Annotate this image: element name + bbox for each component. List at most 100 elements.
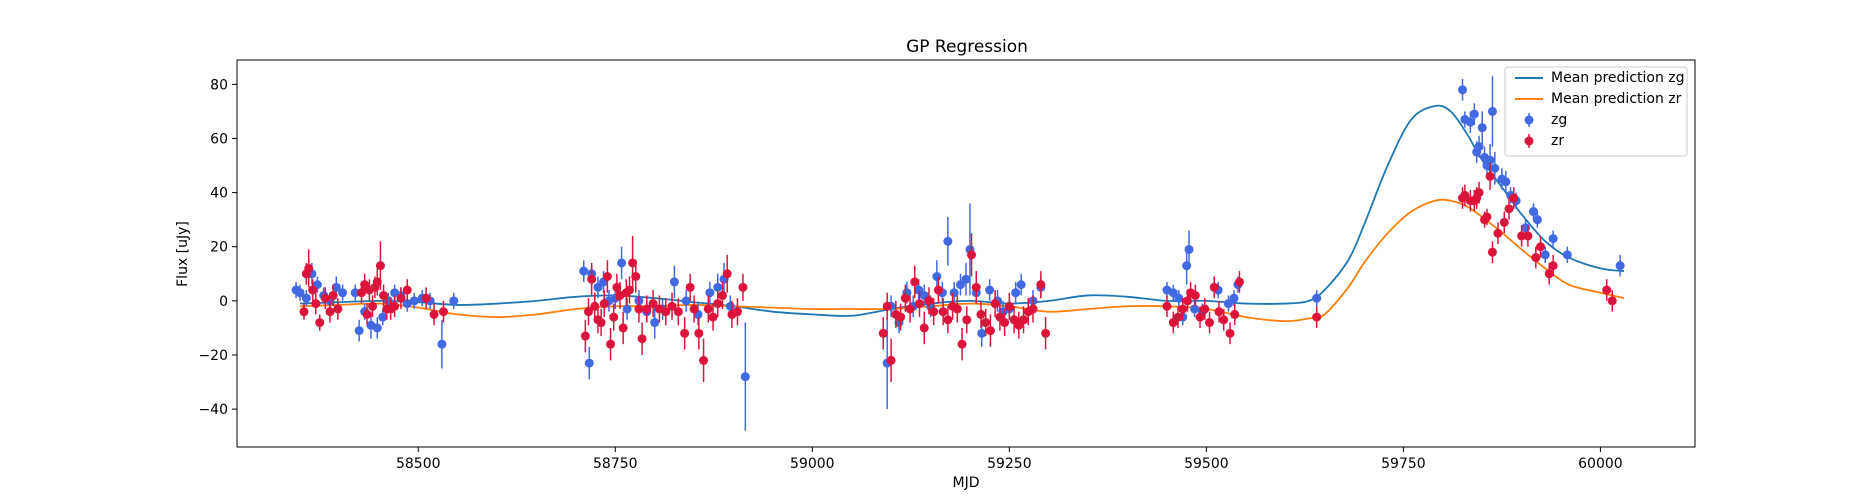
zr-data-point <box>379 290 389 300</box>
zr-data-point <box>1209 282 1219 292</box>
zr-data-point <box>722 269 732 279</box>
zg-data-point <box>1223 299 1233 309</box>
legend-label-zg: zg <box>1551 112 1567 128</box>
zr-data-point <box>1493 228 1503 238</box>
zr-data-point <box>304 263 314 273</box>
zr-data-point <box>673 307 683 317</box>
zg-data-point <box>1469 109 1479 119</box>
zr-data-point <box>1190 290 1200 300</box>
zr-data-point <box>637 334 647 344</box>
zr-data-point <box>717 290 727 300</box>
zr-data-point <box>1536 242 1546 252</box>
zr-data-point <box>362 309 372 319</box>
zr-data-point <box>1531 253 1541 263</box>
zr-data-point <box>606 339 616 349</box>
zr-data-point <box>689 304 699 314</box>
zg-data-point <box>1485 155 1495 165</box>
y-tick-label: −40 <box>198 402 228 418</box>
zg-data-point <box>1487 106 1497 116</box>
zr-data-point <box>299 307 309 317</box>
zr-data-point <box>732 307 742 317</box>
zr-data-point <box>962 315 972 325</box>
zr-data-point <box>915 299 925 309</box>
zg-data-point <box>681 296 691 306</box>
zg-data-point <box>622 304 632 314</box>
zg-data-point <box>1540 250 1550 260</box>
zg-data-point <box>713 282 723 292</box>
zg-data-point <box>354 326 364 336</box>
zg-data-point <box>1190 304 1200 314</box>
zr-data-point <box>680 328 690 338</box>
zr-data-point <box>933 285 943 295</box>
zr-data-point <box>642 304 652 314</box>
x-axis-label: MJD <box>953 475 980 491</box>
zg-data-point <box>985 285 995 295</box>
zg-data-point <box>1521 223 1531 233</box>
zr-data-point <box>1214 307 1224 317</box>
zr-data-point <box>886 355 896 365</box>
zg-data-point <box>1182 261 1192 271</box>
zr-data-point <box>910 277 920 287</box>
zr-data-point <box>967 250 977 260</box>
zr-data-point <box>1000 318 1010 328</box>
zg-data-point <box>295 288 305 298</box>
zr-data-point <box>618 323 628 333</box>
zr-data-point <box>943 315 953 325</box>
zr-data-point <box>708 312 718 322</box>
x-tick-label: 58750 <box>593 456 638 472</box>
legend-label-zg-prediction: Mean prediction zg <box>1551 70 1685 86</box>
mean-prediction-line-zg <box>300 104 1625 317</box>
zr-data-point <box>325 307 335 317</box>
zg-data-point <box>449 296 459 306</box>
zr-data-point <box>1219 315 1229 325</box>
zr-data-point <box>1004 301 1014 311</box>
zg-data-point <box>669 277 679 287</box>
legend: Mean prediction zg Mean prediction zr zg… <box>1504 66 1688 157</box>
legend-marker-zr <box>1524 136 1534 146</box>
x-tick-label: 59250 <box>987 456 1032 472</box>
plot-area <box>291 76 1625 431</box>
zg-data-point <box>977 328 987 338</box>
zr-data-point <box>315 318 325 328</box>
zg-data-point <box>1501 177 1511 187</box>
zr-data-point <box>375 261 385 271</box>
zr-data-point <box>609 312 619 322</box>
zg-data-point <box>650 318 660 328</box>
zr-data-point <box>952 304 962 314</box>
zr-data-point <box>694 328 704 338</box>
zr-data-point <box>320 293 330 303</box>
zr-data-point <box>924 296 934 306</box>
zr-data-point <box>1162 301 1172 311</box>
zr-data-point <box>402 285 412 295</box>
zr-data-point <box>372 277 382 287</box>
zg-data-point <box>1465 117 1475 127</box>
zg-data-point <box>1016 280 1026 290</box>
zr-data-point <box>311 299 321 309</box>
zr-data-point <box>878 328 888 338</box>
zg-data-point <box>409 296 419 306</box>
legend-label-zr-prediction: Mean prediction zr <box>1551 91 1682 107</box>
x-tick-label: 60000 <box>1578 456 1623 472</box>
zr-data-point <box>957 339 967 349</box>
zr-data-point <box>1312 312 1322 322</box>
zr-data-point <box>648 299 658 309</box>
x-tick-label: 59500 <box>1184 456 1229 472</box>
zg-data-point <box>1174 293 1184 303</box>
zg-data-point <box>402 299 412 309</box>
zr-data-point <box>599 299 609 309</box>
zg-data-point <box>914 285 924 295</box>
zr-data-point <box>628 258 638 268</box>
zg-data-point <box>1562 250 1572 260</box>
zr-data-point <box>919 323 929 333</box>
zr-data-point <box>1517 231 1527 241</box>
legend-label-zr: zr <box>1551 133 1564 149</box>
legend-marker-zg <box>1524 115 1534 125</box>
zr-data-point <box>583 307 593 317</box>
zg-data-point <box>1615 261 1625 271</box>
zr-data-point <box>328 290 338 300</box>
zr-data-point <box>1460 190 1470 200</box>
zr-data-point <box>699 355 709 365</box>
zr-data-point <box>1234 277 1244 287</box>
zr-data-point <box>1487 247 1497 257</box>
zr-data-point <box>900 293 910 303</box>
